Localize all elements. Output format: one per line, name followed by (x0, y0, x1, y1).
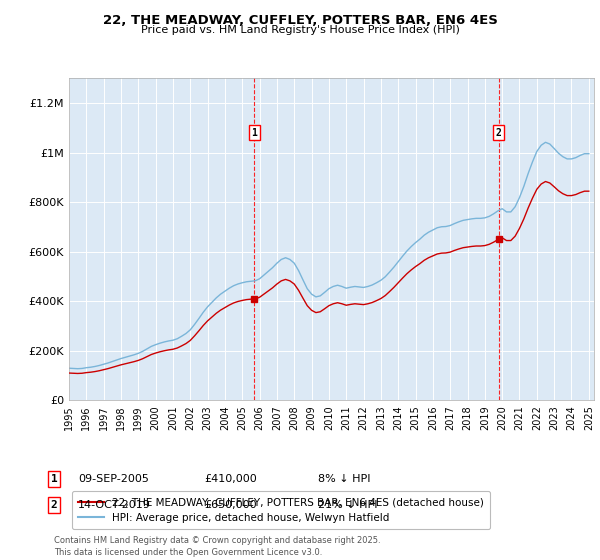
Text: 09-SEP-2005: 09-SEP-2005 (78, 474, 149, 484)
Text: 14-OCT-2019: 14-OCT-2019 (78, 500, 151, 510)
Text: 1: 1 (50, 474, 58, 484)
Text: Contains HM Land Registry data © Crown copyright and database right 2025.
This d: Contains HM Land Registry data © Crown c… (54, 536, 380, 557)
Text: Price paid vs. HM Land Registry's House Price Index (HPI): Price paid vs. HM Land Registry's House … (140, 25, 460, 35)
Text: £650,000: £650,000 (204, 500, 257, 510)
Legend: 22, THE MEADWAY, CUFFLEY, POTTERS BAR, EN6 4ES (detached house), HPI: Average pr: 22, THE MEADWAY, CUFFLEY, POTTERS BAR, E… (71, 491, 490, 529)
Text: £410,000: £410,000 (204, 474, 257, 484)
Text: 2: 2 (496, 128, 502, 138)
Text: 1: 1 (251, 128, 257, 138)
Text: 22, THE MEADWAY, CUFFLEY, POTTERS BAR, EN6 4ES: 22, THE MEADWAY, CUFFLEY, POTTERS BAR, E… (103, 14, 497, 27)
Text: 2: 2 (50, 500, 58, 510)
Text: 8% ↓ HPI: 8% ↓ HPI (318, 474, 371, 484)
Text: 21% ↓ HPI: 21% ↓ HPI (318, 500, 377, 510)
